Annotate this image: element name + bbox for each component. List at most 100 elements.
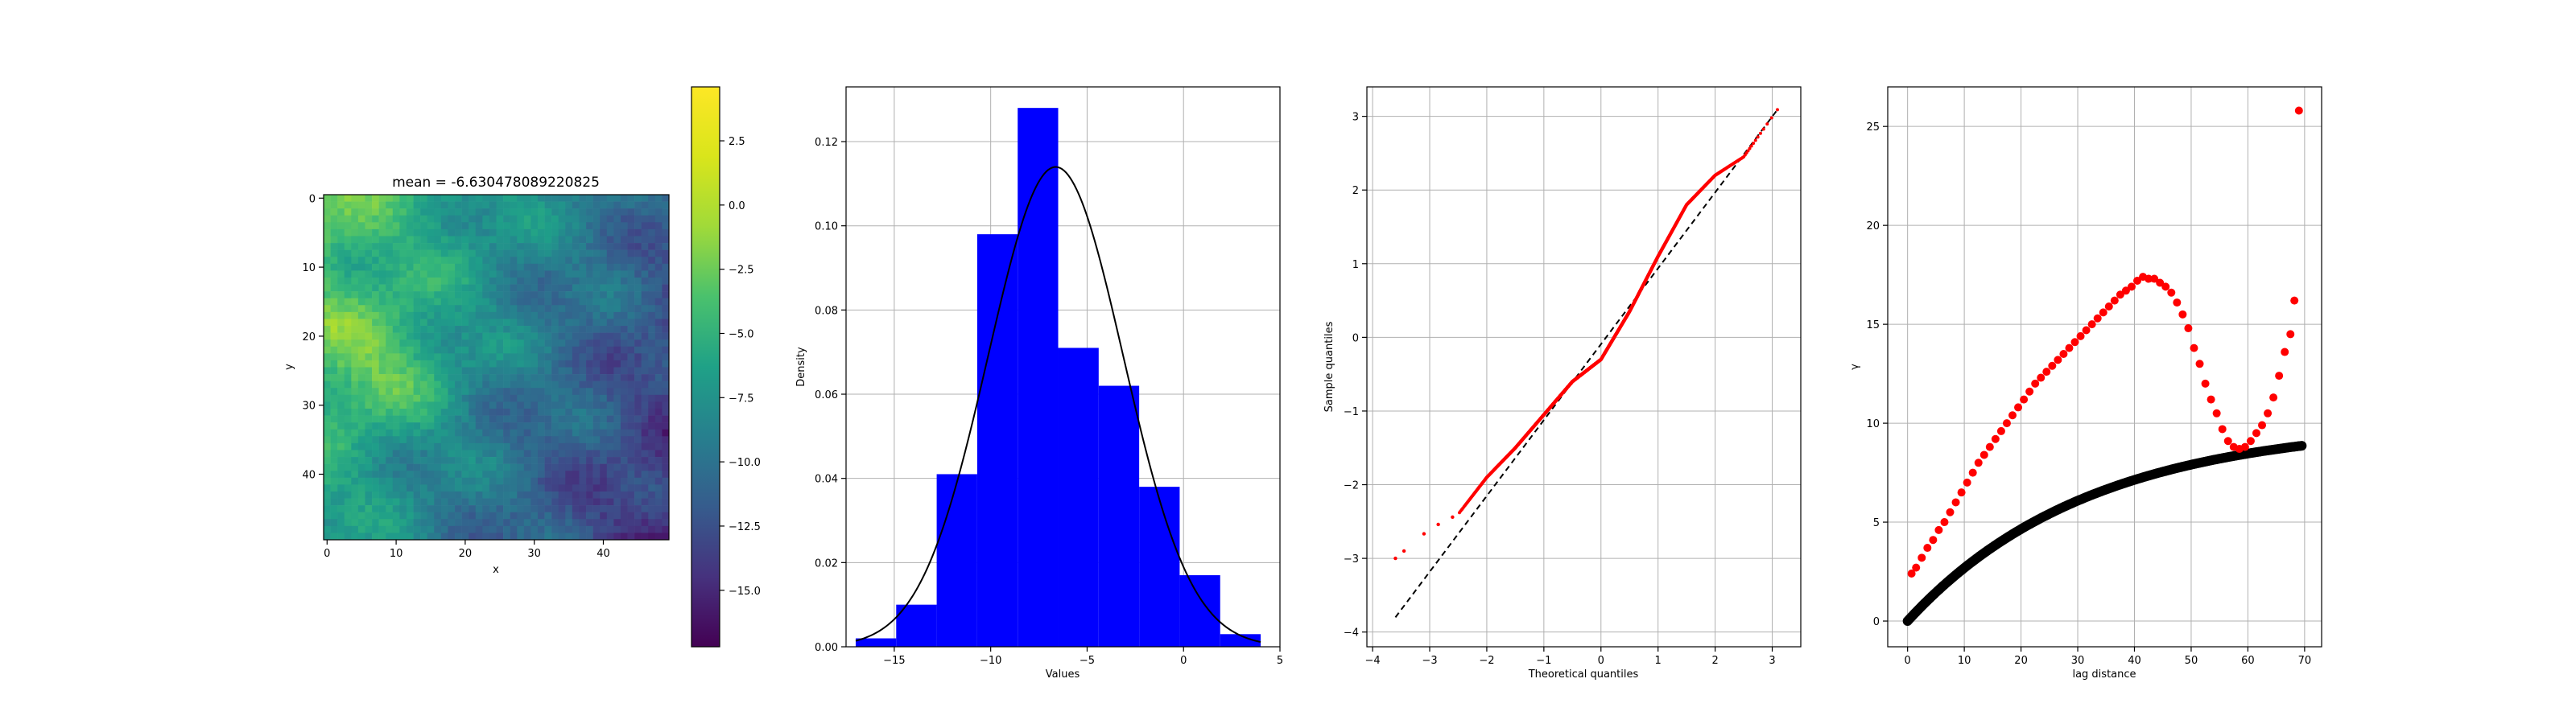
heatmap-cell — [469, 250, 476, 257]
heatmap-cell — [551, 305, 559, 312]
heatmap-cell — [372, 222, 379, 229]
heatmap-cell — [407, 257, 414, 264]
heatmap-cell — [600, 347, 607, 354]
heatmap-cell — [510, 422, 518, 430]
heatmap-cell — [538, 450, 545, 457]
heatmap-cell — [642, 526, 649, 533]
heatmap-cell — [613, 395, 621, 402]
heatmap-cell — [613, 257, 621, 264]
heatmap-cell — [448, 388, 455, 395]
heatmap-cell — [621, 347, 628, 354]
heatmap-cell — [613, 291, 621, 298]
heatmap-cell — [462, 326, 469, 333]
heatmap-cell — [613, 436, 621, 443]
heatmap-cell — [497, 457, 504, 464]
heatmap-cell — [586, 298, 593, 306]
heatmap-cell — [503, 512, 510, 520]
heatmap-cell — [642, 484, 649, 492]
heatmap-cell — [565, 526, 572, 533]
heatmap-cell — [489, 195, 497, 202]
heatmap-cell — [441, 339, 448, 347]
heatmap-cell — [345, 436, 352, 443]
heatmap-cell — [579, 208, 586, 216]
heatmap-cell — [455, 374, 462, 381]
heatmap-cell — [427, 478, 435, 485]
heatmap-cell — [393, 291, 400, 298]
heatmap-cell — [482, 457, 489, 464]
heatmap-cell — [621, 278, 628, 285]
heatmap-cell — [365, 250, 372, 257]
heatmap-cell — [613, 478, 621, 485]
heatmap-cell — [434, 526, 441, 533]
heatmap-cell — [455, 484, 462, 492]
heatmap-cell — [551, 243, 559, 250]
heatmap-cell — [628, 339, 635, 347]
heatmap-cell — [655, 443, 663, 450]
heatmap-cell — [482, 395, 489, 402]
heatmap-cell — [579, 499, 586, 506]
heatmap-cell — [469, 436, 476, 443]
heatmap-cell — [337, 250, 345, 257]
heatmap-cell — [462, 216, 469, 223]
heatmap-cell — [427, 416, 435, 423]
heatmap-cell — [469, 492, 476, 499]
heatmap-cell — [337, 381, 345, 389]
heatmap-cell — [455, 291, 462, 298]
heatmap-cell — [524, 250, 531, 257]
heatmap-cell — [455, 264, 462, 271]
heatmap-cell — [441, 312, 448, 319]
heatmap-cell — [655, 526, 663, 533]
heatmap-cell — [634, 216, 642, 223]
heatmap-cell — [365, 450, 372, 457]
heatmap-cell — [551, 347, 559, 354]
heatmap-cell — [607, 278, 614, 285]
histogram-y-ticks: 0.000.020.040.060.080.100.12 — [815, 137, 846, 654]
heatmap-cell — [607, 270, 614, 278]
heatmap-cell — [420, 409, 427, 416]
heatmap-cell — [469, 339, 476, 347]
heatmap-cell — [331, 505, 338, 512]
heatmap-cell — [386, 499, 393, 506]
heatmap-cell — [365, 505, 372, 512]
heatmap-cell — [386, 519, 393, 526]
heatmap-cell — [337, 291, 345, 298]
heatmap-cell — [613, 388, 621, 395]
heatmap-cell — [469, 353, 476, 360]
heatmap-cell — [572, 381, 580, 389]
heatmap-cell — [551, 360, 559, 368]
heatmap-cell — [497, 484, 504, 492]
heatmap-cell — [489, 374, 497, 381]
heatmap-cell — [455, 519, 462, 526]
heatmap-cell — [497, 450, 504, 457]
heatmap-cell — [469, 319, 476, 326]
heatmap-cell — [517, 208, 524, 216]
heatmap-cell — [399, 285, 407, 292]
heatmap-cell — [455, 333, 462, 340]
heatmap-cell — [530, 519, 538, 526]
heatmap-cell — [551, 202, 559, 209]
heatmap-cell — [379, 395, 386, 402]
heatmap-cell — [386, 533, 393, 540]
heatmap-cell — [600, 319, 607, 326]
heatmap-cell — [427, 264, 435, 271]
heatmap-cell — [331, 202, 338, 209]
heatmap-cell — [337, 326, 345, 333]
heatmap-cell — [427, 409, 435, 416]
heatmap-cell — [510, 388, 518, 395]
heatmap-cell — [648, 422, 655, 430]
heatmap-cell — [345, 236, 352, 243]
heatmap-cell — [517, 436, 524, 443]
heatmap-cell — [469, 229, 476, 237]
heatmap-cell — [503, 264, 510, 271]
heatmap-cell — [600, 471, 607, 478]
heatmap-cell — [613, 450, 621, 457]
heatmap-cell — [510, 291, 518, 298]
heatmap-cell — [372, 326, 379, 333]
heatmap-cell — [358, 298, 365, 306]
histogram-x-tick-label: 0 — [1180, 655, 1187, 667]
heatmap-cell — [372, 243, 379, 250]
heatmap-cell — [600, 401, 607, 409]
heatmap-cell — [497, 478, 504, 485]
heatmap-cell — [607, 243, 614, 250]
heatmap-cell — [427, 333, 435, 340]
